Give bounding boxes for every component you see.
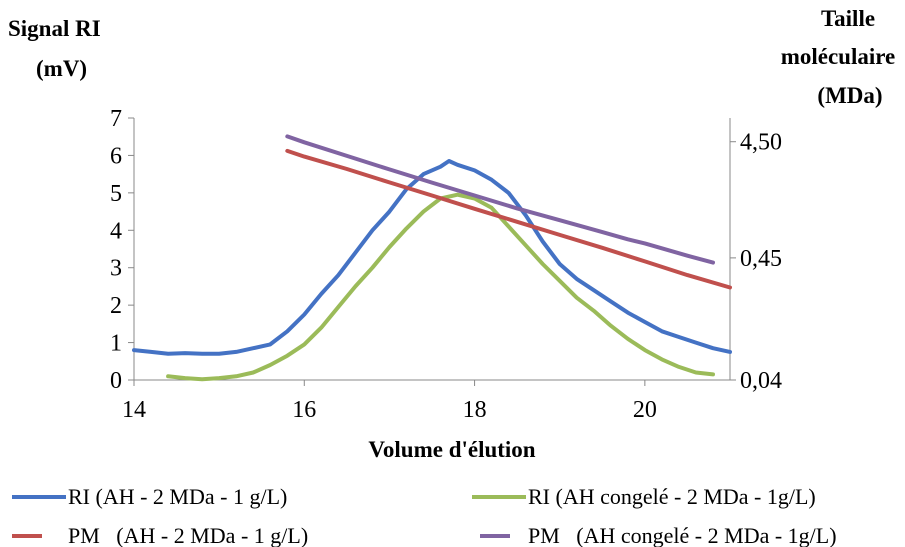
y-tick-label: 4 [110, 218, 122, 244]
legend-item-3: PM (AH - 2 MDa - 1 g/L) [12, 523, 308, 547]
legend-label-1: RI (AH - 2 MDa - 1 g/L) [68, 484, 287, 509]
y2-tick-label: 0,45 [740, 246, 782, 272]
legend-label-2: RI (AH congelé - 2 MDa - 1g/L) [528, 484, 816, 509]
y2-tick-label: 0,04 [740, 368, 782, 394]
y-tick-label: 5 [110, 181, 122, 207]
legend-label-3: PM (AH - 2 MDa - 1 g/L) [68, 523, 308, 547]
legend-item-4: PM (AH congelé - 2 MDa - 1g/L) [480, 523, 837, 547]
x-tick-label: 18 [463, 397, 487, 423]
legend: RI (AH - 2 MDa - 1 g/L) RI (AH congelé -… [12, 484, 837, 547]
right-axis-title-line1: Taille [821, 6, 875, 31]
y-tick-label: 7 [110, 106, 122, 132]
x-tick-label: 16 [292, 397, 316, 423]
right-axis-title-line2: moléculaire [781, 44, 896, 69]
series-line-4 [285, 134, 715, 265]
series-line-3 [285, 148, 732, 290]
legend-label-4: PM (AH congelé - 2 MDa - 1g/L) [528, 523, 837, 547]
y2-tick-label: 4,50 [740, 130, 782, 156]
series-line-1 [132, 159, 732, 356]
y-tick-label: 0 [110, 368, 122, 394]
right-axis-title-line3: (MDa) [817, 83, 882, 108]
y-tick-label: 3 [110, 256, 122, 282]
legend-item-2: RI (AH congelé - 2 MDa - 1g/L) [472, 484, 816, 509]
legend-item-1: RI (AH - 2 MDa - 1 g/L) [12, 484, 287, 509]
x-tick-label: 14 [122, 397, 146, 423]
y-tick-label: 2 [110, 293, 122, 319]
y-tick-label: 1 [110, 331, 122, 357]
left-axis-title-line1: Signal RI [8, 16, 101, 41]
y-tick-label: 6 [110, 143, 122, 169]
x-axis-title: Volume d'élution [368, 437, 535, 462]
series-line-2 [166, 192, 715, 382]
x-tick-label: 20 [633, 397, 657, 423]
left-axis-title-line2: (mV) [36, 56, 87, 81]
